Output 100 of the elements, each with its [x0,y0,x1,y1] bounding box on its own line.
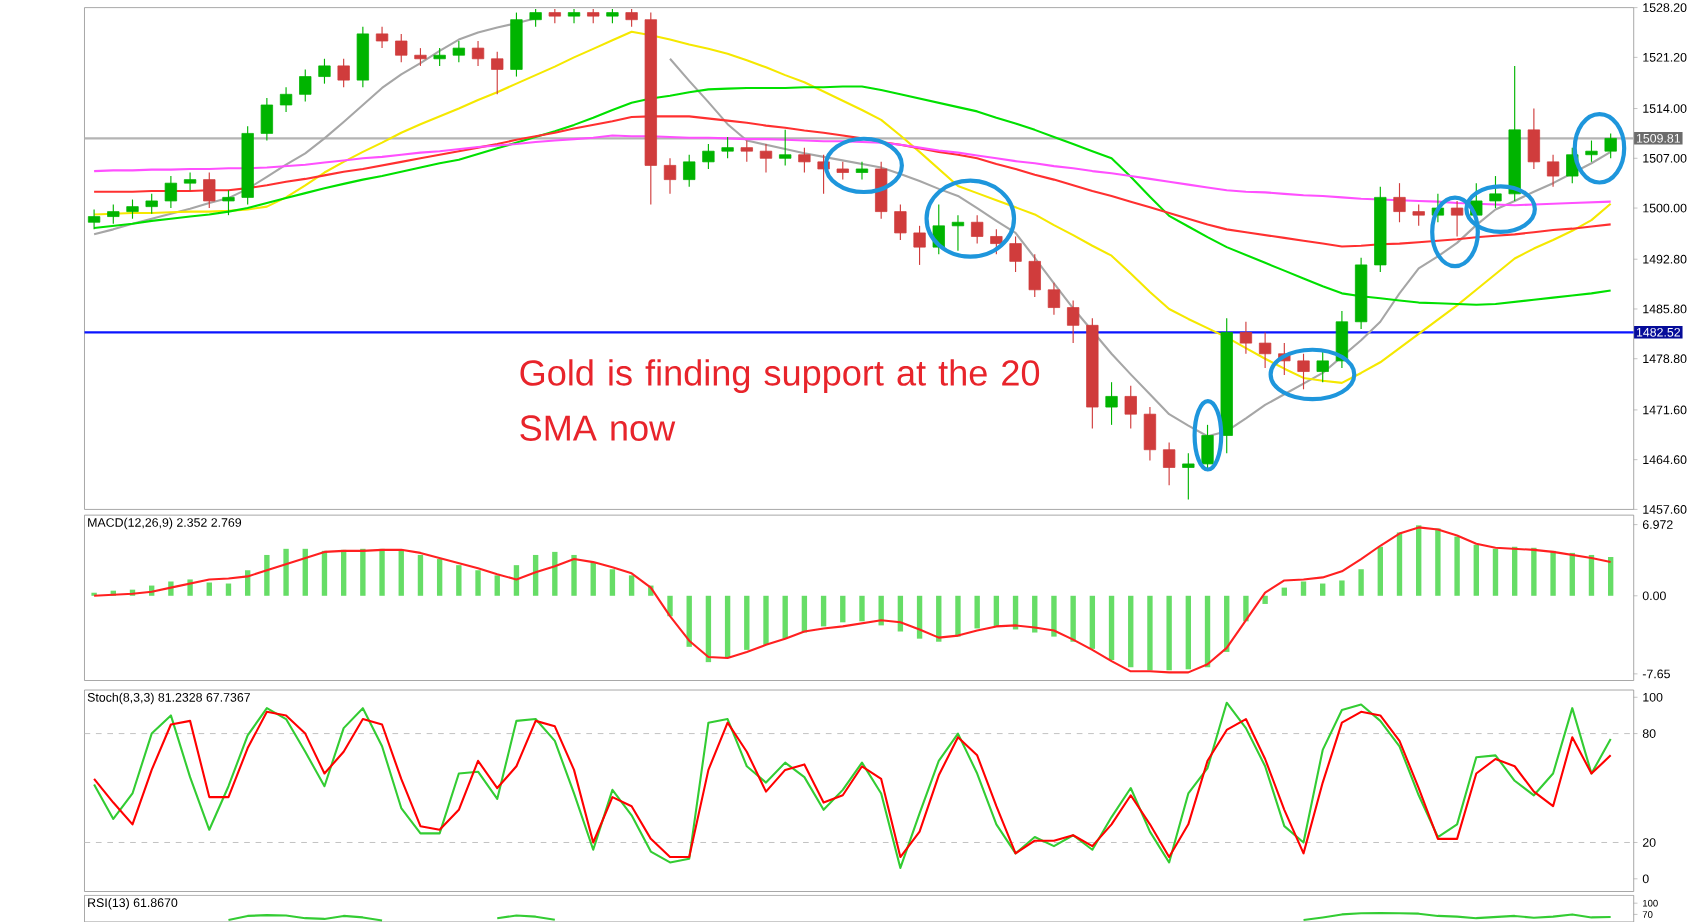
candlestick [1105,381,1118,426]
annotation: Gold is finding support at the 20 SMA now [520,359,1040,441]
bar [1243,595,1249,622]
candlestick [875,161,888,220]
candlestick [452,40,465,63]
bar [974,595,980,629]
candlestick [1604,132,1617,159]
candlestick [279,86,293,113]
candlestick [683,154,696,188]
candlestick [1527,108,1541,170]
bar [840,595,846,623]
candlestick [1239,321,1253,355]
bar [744,595,750,650]
candlestick [1009,235,1022,273]
candlestick [721,136,734,159]
candlestick [1412,203,1425,227]
candlestick [913,225,926,266]
bar [1550,550,1556,596]
bar [1262,595,1268,604]
bar [417,554,424,596]
bar [1281,587,1287,596]
bar [379,548,385,596]
candlestick [990,228,1003,255]
bar [456,565,462,596]
bar [552,551,558,596]
bar [398,549,404,596]
candlestick [1067,299,1080,344]
candlestick [471,40,485,67]
candlestick [779,129,792,166]
bar [1377,546,1383,596]
candlestick [894,203,907,241]
candlestick [203,171,216,209]
candlestick [1201,424,1214,472]
candlestick [702,143,715,170]
candlestick [855,161,869,181]
bar [1300,581,1307,596]
candlestick [663,157,677,195]
candlestick [1297,353,1310,390]
bar [1339,580,1345,596]
bar [955,595,961,637]
candlestick [375,26,389,49]
candlestick [1585,139,1598,163]
candlestick [1393,182,1406,223]
bar [1473,544,1479,596]
bar [859,595,865,622]
candlestick [740,139,753,163]
candlestick [1316,349,1329,383]
candlestick [1028,253,1041,298]
candlestick [107,203,120,225]
candlestick [1450,200,1464,238]
bar [1492,548,1499,596]
bar [360,548,366,596]
bar [667,595,673,617]
candlestick [356,26,369,88]
bar [1089,595,1096,649]
bar [1358,569,1364,596]
candlestick [87,208,101,230]
bar [1128,595,1134,668]
bar [609,569,616,596]
bar [1070,595,1076,642]
candlestick [222,189,235,216]
bar [1108,595,1115,661]
candlestick [951,214,965,252]
candlestick [126,198,139,220]
bar [1396,532,1403,596]
bar [206,582,212,596]
bar [628,575,635,596]
bar [1185,595,1192,670]
candlestick [1047,282,1061,316]
candlestick [337,58,350,88]
bar [782,595,788,639]
candlestick [971,214,984,245]
candlestick [759,143,773,174]
candlestick [299,68,312,103]
bar [264,554,270,596]
candlestick [1124,385,1137,429]
bar [1607,557,1614,596]
candlestick [395,33,408,63]
candlestick [1489,175,1502,209]
bar [1320,583,1326,596]
candlestick [491,51,504,95]
bar [1531,547,1537,596]
bar [1051,595,1057,637]
bar [571,554,577,596]
bar [1435,528,1441,596]
candlestick [164,175,178,209]
bar [436,559,443,596]
bar [820,595,827,627]
bar [494,575,500,596]
candlestick [1162,442,1176,486]
candlestick [798,147,811,174]
bar [590,562,596,596]
bar [1147,595,1153,671]
bar [475,570,481,596]
bar [763,595,769,645]
candlestick [1546,154,1560,188]
candlestick [567,8,581,24]
candlestick [183,171,197,191]
bar [724,595,731,658]
bar [1166,595,1172,671]
